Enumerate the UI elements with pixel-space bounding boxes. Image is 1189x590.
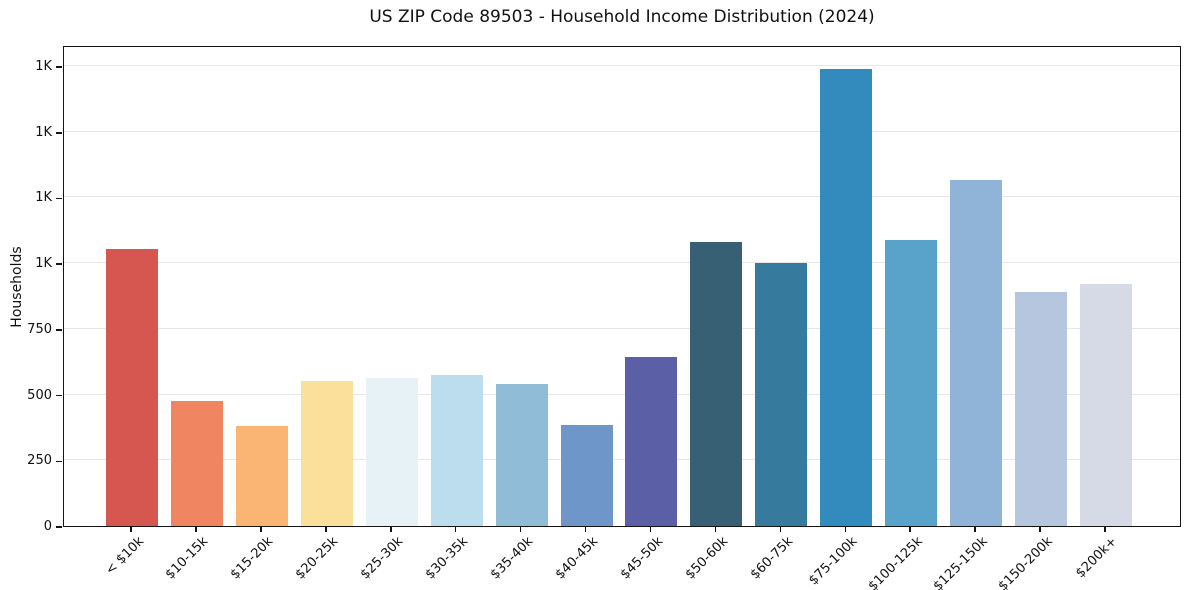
x-tick-mark (909, 527, 911, 532)
x-tick-mark (325, 527, 327, 532)
bar-$100-125k (885, 239, 938, 526)
x-tick-mark (390, 527, 392, 532)
x-tick-label: $50-60k (682, 534, 732, 583)
bar-$35-40k (495, 384, 548, 526)
y-tick-label: 1K (35, 59, 52, 74)
x-tick-label: $60-75k (747, 534, 796, 583)
x-tick-mark (454, 527, 457, 532)
bar-$40-45k (560, 424, 613, 526)
x-tick-label: $45-50k (617, 534, 667, 583)
x-tick-mark (714, 527, 717, 532)
x-tick-mark (584, 527, 587, 532)
y-tick-label: 1K (35, 124, 52, 140)
gridline (64, 196, 1180, 198)
x-tick-mark (1104, 527, 1106, 532)
y-tick-label: 750 (27, 321, 52, 337)
x-tick-label: $100-125k (865, 534, 926, 590)
bar-$125-150k (950, 180, 1003, 526)
y-tick-mark (56, 66, 62, 68)
gridline (64, 459, 1180, 461)
y-tick-mark (56, 394, 62, 397)
gridline (64, 65, 1180, 66)
bar-$75-100k (820, 68, 873, 526)
gridline (64, 262, 1180, 264)
x-tick-label: < $10k (102, 534, 147, 579)
y-tick-mark (56, 132, 62, 134)
bar-$10-15k (170, 401, 223, 526)
x-tick-label: $125-150k (930, 534, 991, 590)
y-tick-mark (56, 263, 62, 265)
gridline (64, 393, 1180, 395)
x-tick-mark (974, 527, 976, 532)
x-tick-label: $150-200k (995, 534, 1056, 590)
y-tick-mark (56, 197, 62, 200)
x-tick-label: $15-20k (228, 534, 277, 583)
x-tick-mark (1039, 527, 1041, 532)
bar-$20-25k (300, 381, 353, 526)
y-tick-mark (56, 329, 62, 331)
gridline (64, 327, 1180, 329)
y-tick-label: 0 (43, 519, 52, 534)
chart-title: US ZIP Code 89503 - Household Income Dis… (369, 7, 875, 27)
x-tick-mark (844, 527, 846, 532)
gridline (64, 130, 1180, 132)
bar-$200k+ (1080, 284, 1132, 526)
x-tick-label: $200k+ (1073, 534, 1121, 582)
x-tick-label: $40-45k (552, 534, 602, 583)
x-tick-label: $25-30k (357, 534, 407, 583)
y-tick-label: 250 (27, 453, 52, 469)
x-tick-label: $10-15k (163, 534, 212, 583)
y-tick-label: 1K (35, 256, 52, 272)
y-tick-label: 500 (27, 387, 52, 403)
bar-$50-60k (690, 242, 743, 526)
x-tick-mark (130, 527, 132, 532)
x-tick-mark (779, 527, 782, 532)
bar-< $10k (106, 248, 158, 526)
y-tick-label: 1K (35, 190, 52, 206)
bar-$30-35k (430, 374, 483, 526)
x-tick-mark (649, 527, 652, 532)
bar-$45-50k (625, 356, 678, 526)
bar-$25-30k (365, 377, 418, 526)
x-tick-mark (519, 527, 522, 532)
bar-$60-75k (755, 263, 808, 526)
x-tick-label: $20-25k (292, 534, 342, 583)
x-tick-label: $75-100k (806, 534, 861, 589)
x-tick-mark (195, 527, 197, 532)
x-tick-label: $35-40k (487, 534, 537, 583)
x-tick-mark (260, 527, 262, 532)
plot-area (63, 46, 1181, 527)
bar-$15-20k (235, 426, 288, 526)
y-tick-mark (56, 526, 62, 528)
x-tick-label: $30-35k (422, 534, 472, 583)
bar-$150-200k (1015, 292, 1067, 526)
y-tick-mark (56, 460, 62, 462)
